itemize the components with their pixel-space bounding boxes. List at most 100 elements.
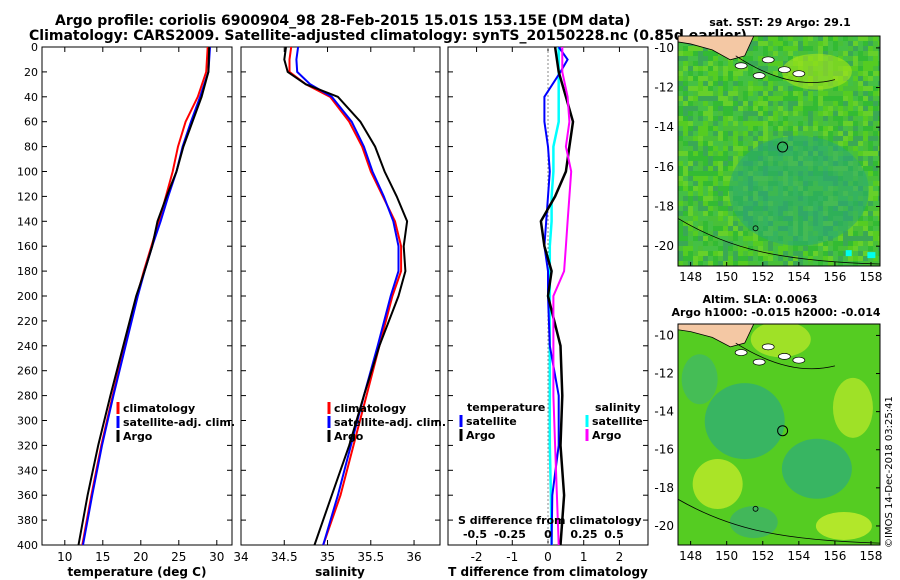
- sst-cell: [688, 216, 693, 221]
- sst-cell: [758, 101, 763, 106]
- sst-cell: [683, 201, 688, 206]
- sst-cell: [863, 161, 868, 166]
- sst-cell: [788, 251, 793, 256]
- sst-cell: [768, 96, 773, 101]
- sst-cell: [718, 61, 723, 66]
- sst-cell: [713, 156, 718, 161]
- sst-cell: [828, 126, 833, 131]
- sst-cell: [878, 96, 880, 101]
- sla-anomaly: [832, 377, 873, 438]
- difference-panel: -2 -1 0 1 2temperaturesatelliteArgosalinitys…: [447, 46, 649, 579]
- sst-cell: [753, 241, 758, 246]
- sst-cell: [693, 91, 698, 96]
- y-tick-label: -10: [654, 41, 674, 55]
- sst-cell: [723, 241, 728, 246]
- sst-cell: [793, 86, 798, 91]
- sst-cell: [828, 51, 833, 56]
- sst-cell: [708, 196, 713, 201]
- sst-cell: [703, 206, 708, 211]
- sst-cell: [838, 256, 843, 261]
- sst-cell: [778, 46, 783, 51]
- sst-cell: [848, 51, 853, 56]
- sst-cell: [793, 251, 798, 256]
- sst-cell: [713, 76, 718, 81]
- sst-cell: [698, 136, 703, 141]
- sst-cell: [703, 66, 708, 71]
- sst-cell: [743, 136, 748, 141]
- sst-cell: [713, 231, 718, 236]
- sst-cell: [873, 96, 878, 101]
- sst-cell: [713, 161, 718, 166]
- sst-cell: [748, 256, 753, 261]
- sst-cell: [853, 46, 858, 51]
- sst-cell: [793, 51, 798, 56]
- sst-cell: [683, 56, 688, 61]
- sst-cell: [803, 96, 808, 101]
- sst-cell: [798, 111, 803, 116]
- sst-cell: [843, 231, 848, 236]
- sst-cell: [868, 86, 873, 91]
- x-tick-label: 158: [860, 549, 883, 563]
- sst-cell: [703, 246, 708, 251]
- island: [734, 62, 748, 70]
- sst-cell: [788, 111, 793, 116]
- sst-cell: [868, 146, 873, 151]
- sst-cell: [708, 166, 713, 171]
- sst-cell: [873, 221, 878, 226]
- sst-cell: [728, 236, 733, 241]
- sst-cell: [688, 246, 693, 251]
- sst-cell: [773, 246, 778, 251]
- sst-cell: [718, 71, 723, 76]
- sst-cell: [828, 261, 833, 266]
- sst-cell: [693, 221, 698, 226]
- y-tick-label: 200: [17, 290, 38, 303]
- sst-cell: [693, 86, 698, 91]
- sst-cell: [693, 96, 698, 101]
- sst-cell: [728, 216, 733, 221]
- x-axis-label: T difference from climatology: [448, 565, 648, 579]
- sst-cell: [758, 61, 763, 66]
- sst-cell: [718, 196, 723, 201]
- sst-cell: [703, 221, 708, 226]
- sst-cell: [708, 161, 713, 166]
- sla-anomaly: [681, 354, 718, 405]
- sst-cell: [748, 101, 753, 106]
- sst-cell: [773, 81, 778, 86]
- sst-cell: [718, 66, 723, 71]
- sst-cell: [713, 191, 718, 196]
- sst-cell: [878, 171, 880, 176]
- sst-cell: [698, 71, 703, 76]
- sst-cell: [743, 91, 748, 96]
- sst-cell: [873, 66, 878, 71]
- sst-cell: [708, 136, 713, 141]
- sst-cell: [698, 81, 703, 86]
- sst-cell: [698, 196, 703, 201]
- y-tick-label: -16: [654, 160, 674, 174]
- island: [792, 356, 806, 364]
- sst-cell: [728, 206, 733, 211]
- y-tick-label: -20: [654, 239, 674, 253]
- sst-cell: [843, 246, 848, 251]
- sst-cell: [723, 146, 728, 151]
- top-axis-label: S difference from climatology: [458, 514, 642, 527]
- y-tick-label: 180: [17, 265, 38, 278]
- sst-cell: [803, 251, 808, 256]
- title-line-2: Climatology: CARS2009. Satellite-adjuste…: [29, 28, 747, 44]
- sst-cell: [873, 196, 878, 201]
- sst-cell: [683, 101, 688, 106]
- sst-cell: [813, 131, 818, 136]
- sst-cell: [723, 216, 728, 221]
- sst-cell: [808, 261, 813, 266]
- x-axis-label: salinity: [315, 565, 365, 579]
- sst-cell: [713, 126, 718, 131]
- sst-cell: [838, 36, 843, 41]
- sst-cell: [703, 146, 708, 151]
- sst-cell: [703, 156, 708, 161]
- sst-cell: [713, 216, 718, 221]
- sst-cell: [713, 166, 718, 171]
- y-tick-label: -14: [654, 405, 674, 419]
- y-tick-label: -18: [654, 481, 674, 495]
- sst-cell: [793, 131, 798, 136]
- sst-cell: [743, 126, 748, 131]
- sst-cell: [873, 176, 878, 181]
